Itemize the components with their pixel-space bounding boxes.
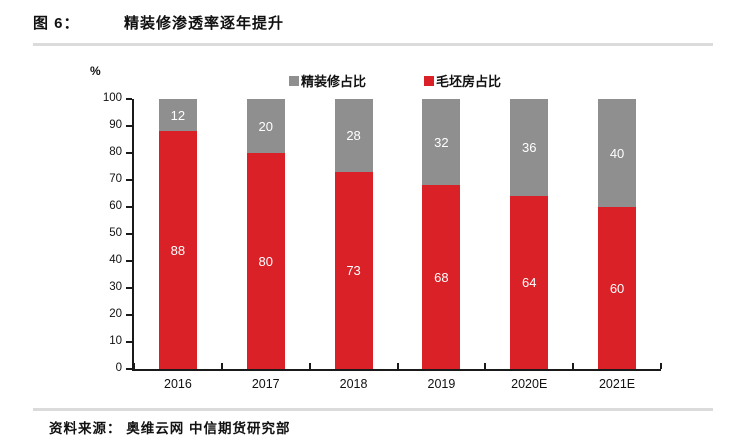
bar-value-label: 64	[522, 275, 537, 291]
legend-item-fine-decoration: 精装修占比	[288, 71, 366, 90]
figure-title: 精装修渗透率逐年提升	[124, 15, 285, 32]
bar-segment-fine-decoration: 12	[158, 99, 197, 132]
y-axis-tick	[126, 368, 132, 370]
legend-item-bare-house: 毛坯房占比	[424, 71, 501, 90]
source-note: 资料来源： 奥维云网 中信期货研究部	[49, 421, 291, 436]
stacked-bar: 12 88	[158, 99, 197, 369]
x-axis-tick	[396, 363, 399, 369]
y-axis-unit-label: %	[90, 64, 101, 78]
bar-value-label: 88	[170, 242, 186, 258]
bar-value-label: 40	[609, 145, 625, 161]
y-axis-tick	[126, 179, 132, 181]
bar-segment-bare-house: 64	[510, 196, 549, 369]
plot-area: 0 10 20 30 40 50 60 70 80 90 100 12 88 2016 20 80 2017 28…	[103, 92, 662, 391]
stacked-bar: 20 80	[246, 99, 285, 369]
y-axis-label: 30	[109, 281, 122, 293]
x-axis-label: 2021E	[598, 377, 636, 391]
bar-segment-fine-decoration: 36	[510, 99, 549, 197]
stacked-bar: 40 60	[598, 99, 637, 369]
bar-value-label: 20	[258, 118, 273, 134]
bar-segment-bare-house: 88	[158, 131, 197, 369]
y-axis-tick	[126, 206, 132, 208]
x-axis-tick	[484, 363, 487, 369]
bar-segment-fine-decoration: 20	[246, 99, 285, 153]
bar-slot: 12 88	[134, 99, 222, 369]
y-axis-label: 90	[109, 119, 122, 131]
y-axis-label: 40	[109, 254, 122, 266]
bar-segment-bare-house: 68	[422, 185, 461, 369]
bar-value-label: 28	[346, 127, 361, 143]
bar-segment-fine-decoration: 32	[422, 99, 461, 186]
stacked-bar: 28 73	[334, 99, 373, 369]
y-axis-label: 0	[115, 362, 122, 374]
y-axis-tick	[126, 233, 132, 235]
bar-value-label: 80	[258, 253, 273, 269]
bar-value-label: 60	[609, 280, 625, 296]
y-axis-tick	[126, 260, 132, 262]
bar-value-label: 73	[346, 262, 361, 278]
x-axis-label: 2020E	[511, 377, 548, 391]
title-divider	[33, 43, 713, 46]
bar-segment-bare-house: 80	[246, 153, 285, 369]
bar-segment-fine-decoration: 40	[598, 99, 637, 207]
chart-legend: 精装修占比 毛坯房占比	[131, 71, 659, 90]
footer-divider	[33, 408, 713, 411]
bar-slot: 40 60	[573, 99, 661, 369]
x-axis-label: 2019	[427, 377, 456, 391]
y-axis-tick	[126, 125, 132, 127]
y-axis-tick	[126, 287, 132, 289]
figure-header: 图 6： 精装修渗透率逐年提升	[33, 12, 284, 33]
bar-value-label: 36	[522, 140, 537, 156]
y-axis-tick	[126, 314, 132, 316]
bar-slot: 28 73	[310, 99, 398, 369]
bar-slot: 36 64	[485, 99, 573, 369]
x-axis-tick	[572, 363, 575, 369]
legend-label: 毛坯房占比	[436, 74, 502, 89]
y-axis-tick	[126, 341, 132, 343]
bar-segment-fine-decoration: 28	[334, 99, 373, 172]
y-axis-label: 100	[102, 92, 122, 104]
stacked-bar-chart: % 精装修占比 毛坯房占比 0 10 20 30 40 50 60 70 80 90 100 12 88…	[0, 60, 729, 405]
x-axis-label: 2017	[251, 377, 280, 391]
x-axis-label: 2018	[339, 377, 368, 391]
x-axis-label: 2016	[164, 377, 192, 391]
y-axis-label: 50	[109, 227, 122, 239]
bar-segment-bare-house: 73	[334, 171, 373, 369]
bar-slot: 20 80	[222, 99, 310, 369]
bar-value-label: 12	[170, 107, 186, 123]
bar-segment-bare-house: 60	[598, 207, 637, 369]
x-axis-tick	[308, 363, 311, 369]
legend-swatch-gray	[288, 75, 299, 86]
y-axis-label: 70	[109, 173, 122, 185]
x-axis-tick	[660, 363, 662, 369]
y-axis-label: 10	[109, 335, 122, 347]
x-axis-tick	[133, 363, 135, 369]
y-axis-tick	[126, 152, 132, 154]
bar-value-label: 68	[434, 269, 449, 285]
y-axis-tick	[126, 98, 132, 100]
figure-number: 图 6：	[33, 15, 80, 32]
y-axis-label: 20	[109, 308, 122, 320]
legend-swatch-red	[424, 75, 434, 86]
bar-slot: 32 68	[398, 99, 486, 369]
stacked-bar: 36 64	[510, 99, 549, 369]
x-axis-tick	[220, 363, 223, 369]
y-axis-label: 80	[109, 146, 122, 158]
y-axis-label: 60	[109, 200, 122, 212]
stacked-bar: 32 68	[422, 99, 461, 369]
legend-label: 精装修占比	[300, 74, 366, 89]
bar-value-label: 32	[434, 134, 449, 150]
